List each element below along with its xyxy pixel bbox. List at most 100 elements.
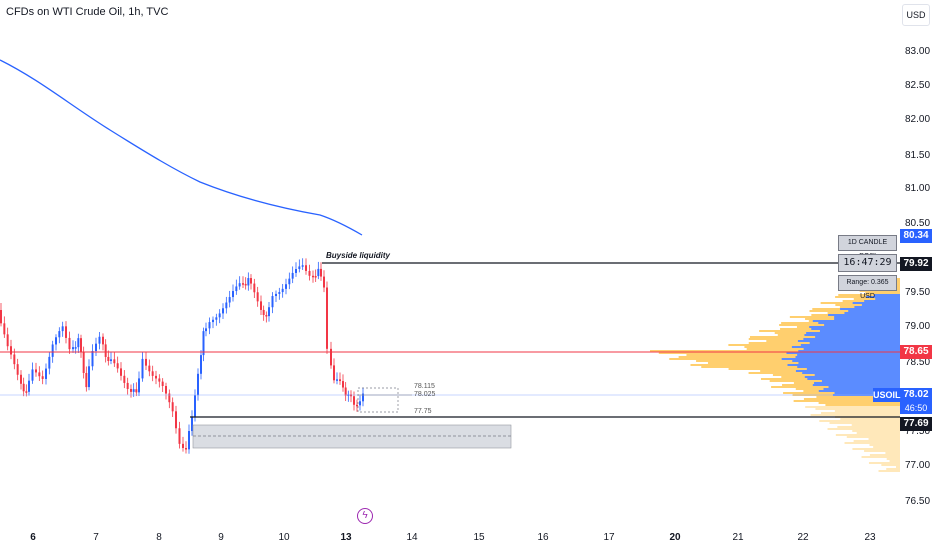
candle-body [317,268,320,277]
volume-profile-bar [803,338,900,340]
time-axis-label: 16 [537,532,549,543]
candle-body [260,301,262,310]
candle-body [247,278,250,286]
candle-body [48,356,51,369]
volume-profile-bar [848,310,900,312]
candle-body [344,387,347,396]
candle-body [145,358,147,366]
candle-body [326,287,328,349]
time-axis-label: 21 [732,532,744,543]
candle-body [171,402,174,412]
volume-profile-bar [809,326,900,328]
candle-body [288,278,291,285]
candle-body [165,386,167,394]
candle-body [250,278,252,284]
candle-body [80,338,82,352]
candle-body [0,310,2,324]
volume-profile-bar [844,312,900,314]
candle-body [10,346,12,355]
candle-body [85,372,88,388]
volume-profile-bar [873,446,900,448]
volume-profile-bar [798,350,900,352]
price-axis-label: 81.50 [905,150,931,161]
price-axis-label: 82.50 [905,80,931,91]
candle-body [342,381,344,388]
candle-body [350,394,352,397]
volume-profile-bar [787,364,900,366]
projection-label-3: 77.75 [414,408,432,415]
volume-profile-bar [834,410,900,412]
time-axis-label: 6 [30,532,36,543]
candle-body [285,284,287,289]
candle-body [91,351,94,367]
currency-selector[interactable]: USD [902,4,930,26]
candle-body [194,395,196,417]
candle-body [182,443,184,448]
candle-body [28,380,30,392]
candle-body [38,372,41,377]
volume-profile-bar [795,356,900,358]
candle-body [330,348,332,366]
volume-profile-bar [806,332,900,334]
price-axis-label: 80.50 [905,218,931,229]
candle-body [291,272,294,279]
time-axis-label: 15 [473,532,485,543]
candle-body [271,296,274,308]
candle-body [98,336,101,344]
volume-profile-bar [829,422,900,424]
projection-box[interactable] [357,387,399,413]
candle-body [65,326,67,338]
volume-profile-bar [805,406,900,408]
volume-profile-bar [818,402,900,404]
candle-body [123,375,126,383]
time-axis-label: 8 [156,532,162,543]
time-axis-label: 17 [603,532,615,543]
candle-body [320,268,322,277]
candle-body [25,391,28,393]
candle-body [253,283,256,293]
high-price-tag: 79.92 [900,257,932,271]
volume-profile-bar [844,442,900,444]
lightning-icon[interactable]: ϟ [357,508,373,524]
price-axis-label: 77.00 [905,460,931,471]
volume-profile [650,278,900,472]
volume-profile-bar [834,318,900,320]
volume-profile-bar [896,466,900,468]
time-axis-label: 22 [797,532,809,543]
volume-profile-bar [875,298,900,300]
volume-profile-bar [865,292,900,294]
candle-body [41,376,44,379]
candle-body [339,379,341,382]
volume-profile-bar [828,314,900,316]
volume-profile-bar [834,316,900,318]
bar-countdown: 46:50 [900,402,932,414]
volume-profile-bar [797,340,900,342]
candle-body [168,393,171,403]
volume-profile-bar [834,392,900,394]
candle-body [102,336,104,345]
volume-profile-bar [837,426,900,428]
volume-profile-bar [803,398,900,400]
candle-body [305,265,307,271]
volume-profile-bar [840,418,900,420]
candle-body [68,337,71,350]
candle-body [138,378,140,393]
time-axis-label: 23 [864,532,876,543]
candle-body [175,411,177,429]
candle-body [208,322,211,329]
volume-profile-bar [838,294,900,296]
fvg-zone[interactable] [192,424,512,449]
candle-body [178,428,181,444]
time-axis-label: 7 [93,532,99,543]
candle-body [141,358,144,379]
candle-body [359,401,361,406]
volume-profile-bar [678,356,900,358]
candle-body [314,276,317,278]
candle-body [45,368,47,379]
candle-body [333,365,335,381]
candle-body [225,302,228,309]
candle-body [268,307,270,317]
volume-profile-bar [886,468,900,470]
candle-body [72,347,74,350]
